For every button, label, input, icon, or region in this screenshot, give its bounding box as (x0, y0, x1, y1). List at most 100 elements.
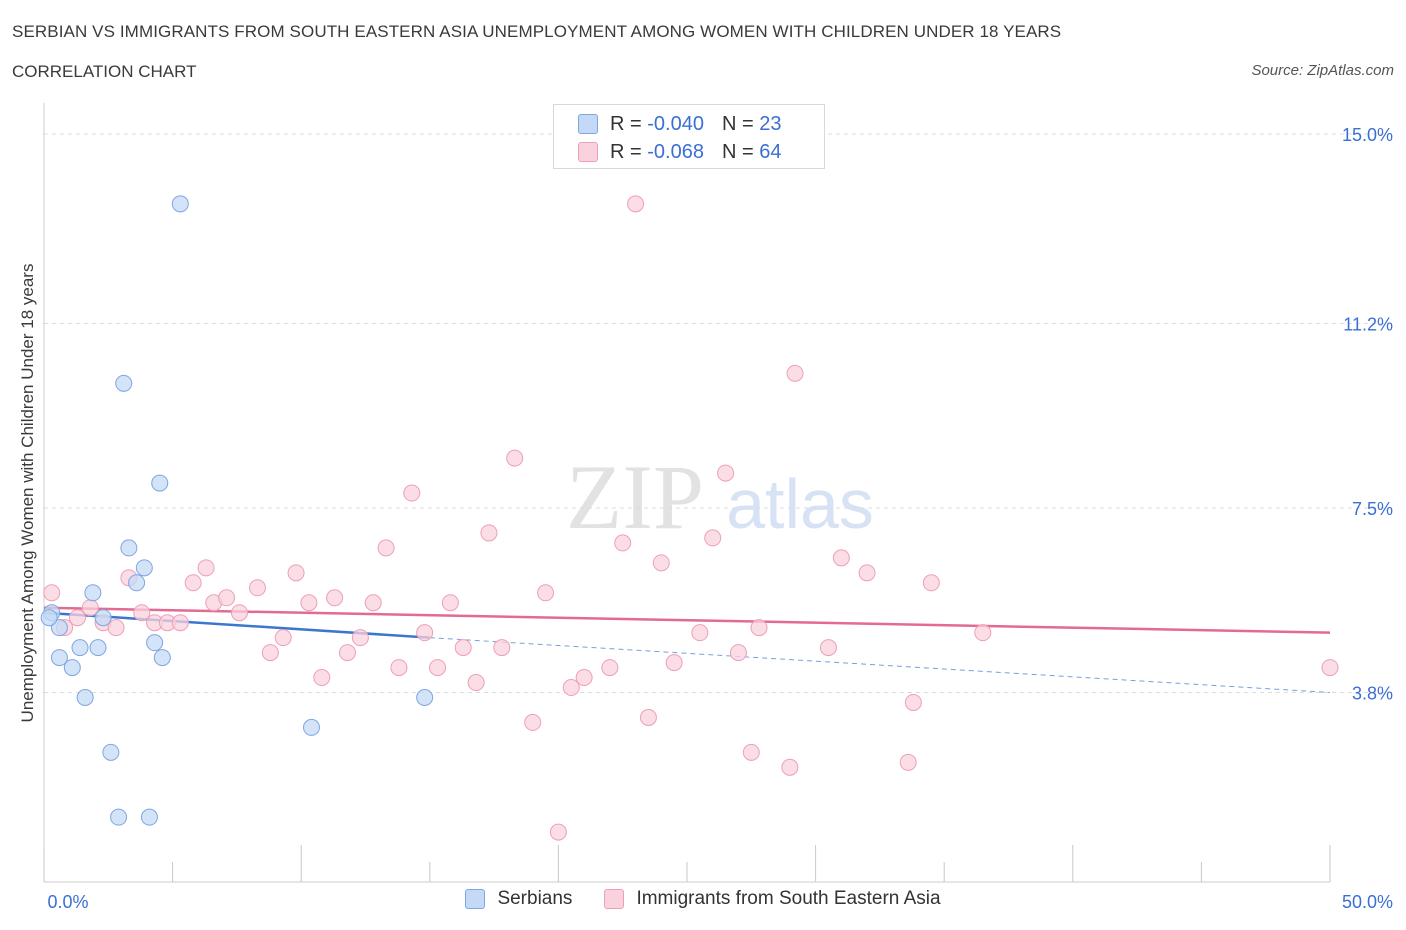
immigrant-point (601, 659, 619, 677)
immigrant-point (904, 693, 922, 711)
serbian-point (146, 634, 164, 652)
immigrant-point (729, 644, 747, 662)
immigrant-point (218, 589, 236, 607)
immigrant-point (480, 524, 498, 542)
serbian-point (416, 688, 434, 706)
legend-item-immigrants[interactable]: Immigrants from South Eastern Asia (604, 888, 941, 910)
immigrant-point (1321, 659, 1339, 677)
r-label: R = (610, 140, 642, 163)
serbian-point (89, 639, 107, 657)
serbian-point (40, 609, 58, 627)
immigrant-point (184, 574, 202, 592)
chart-subtitle: CORRELATION CHART (12, 62, 197, 81)
immigrant-point (691, 624, 709, 642)
immigrant-point (261, 644, 279, 662)
immigrant-point (832, 549, 850, 567)
stats-legend: R = -0.040 N = 23 R = -0.068 N = 64 (553, 104, 825, 169)
immigrant-point (562, 679, 580, 697)
immigrant-point (416, 624, 434, 642)
n-value: 64 (759, 140, 782, 163)
n-label: N = (721, 112, 754, 135)
serbian-point (50, 619, 68, 637)
immigrant-point (922, 574, 940, 592)
serbian-point (84, 584, 102, 602)
serbian-point (50, 649, 68, 667)
serbian-point (128, 574, 146, 592)
swatch-immigrants (578, 142, 598, 162)
immigrant-point (665, 654, 683, 672)
immigrant-point (575, 669, 593, 687)
stats-row-serbians: R = -0.040 N = 23 (578, 112, 781, 136)
serbian-point (76, 688, 94, 706)
watermark: ZIP atlas (566, 446, 874, 548)
x-tick-label: 0.0% (47, 892, 88, 912)
legend-swatch-serbians (465, 889, 486, 909)
immigrant-point (390, 659, 408, 677)
y-tick-label: 11.2% (1343, 314, 1393, 334)
immigrant-point (326, 589, 344, 607)
immigrant-point (230, 604, 248, 622)
immigrant-point (786, 364, 804, 382)
series-legend: Serbians Immigrants from South Eastern A… (0, 888, 1406, 910)
legend-label-serbians: Serbians (497, 888, 573, 909)
serbian-point (171, 195, 189, 213)
immigrant-point (506, 449, 524, 467)
immigrant-point (652, 554, 670, 572)
y-tick-label: 7.5% (1352, 499, 1393, 519)
immigrant-point (68, 609, 86, 627)
immigrant-point (717, 464, 735, 482)
source-credit: Source: ZipAtlas.com (1251, 62, 1394, 79)
immigrant-point (313, 669, 331, 687)
immigrant-point (537, 584, 555, 602)
immigrant-point (974, 624, 992, 642)
n-label: N = (721, 140, 754, 163)
immigrant-point (549, 823, 567, 841)
immigrant-point (43, 584, 61, 602)
serbians-trend-extension (429, 637, 1331, 694)
immigrants-trend-line (43, 606, 1331, 634)
immigrant-point (524, 713, 542, 731)
serbian-point (63, 659, 81, 677)
immigrant-point (429, 659, 447, 677)
immigrant-point (781, 758, 799, 776)
watermark-zip: ZIP (566, 446, 704, 548)
immigrant-point (454, 639, 472, 657)
chart-title: SERBIAN VS IMMIGRANTS FROM SOUTH EASTERN… (12, 22, 1062, 41)
immigrant-point (338, 644, 356, 662)
serbian-point (110, 808, 128, 826)
n-value: 23 (759, 112, 782, 135)
immigrant-point (819, 639, 837, 657)
y-axis-label: Unemployment Among Women with Children U… (18, 263, 37, 723)
r-value: -0.068 (647, 140, 704, 163)
serbian-point (135, 559, 153, 577)
immigrant-point (858, 564, 876, 582)
legend-label-immigrants: Immigrants from South Eastern Asia (636, 888, 941, 909)
legend-swatch-immigrants (604, 889, 625, 909)
immigrant-point (300, 594, 318, 612)
immigrant-point (133, 604, 151, 622)
immigrant-point (704, 529, 722, 547)
serbian-point (71, 639, 89, 657)
immigrant-point (750, 619, 768, 637)
immigrant-point (197, 559, 215, 577)
serbian-point (140, 808, 158, 826)
immigrant-point (742, 743, 760, 761)
swatch-serbians (578, 114, 598, 134)
immigrant-point (274, 629, 292, 647)
immigrant-point (364, 594, 382, 612)
stats-row-immigrants: R = -0.068 N = 64 (578, 140, 781, 164)
tick-labels: 3.8% 7.5% 11.2% 15.0% 0.0% 50.0% (47, 125, 1393, 912)
immigrant-point (639, 708, 657, 726)
immigrant-point (351, 629, 369, 647)
immigrant-point (287, 564, 305, 582)
legend-item-serbians[interactable]: Serbians (465, 888, 572, 910)
y-tick-label: 15.0% (1342, 125, 1393, 145)
y-tick-label: 3.8% (1352, 684, 1393, 704)
immigrant-point (248, 579, 266, 597)
immigrant-point (107, 619, 125, 637)
immigrant-point (627, 195, 645, 213)
immigrant-point (493, 639, 511, 657)
serbian-point (151, 474, 169, 492)
watermark-atlas: atlas (726, 465, 874, 543)
